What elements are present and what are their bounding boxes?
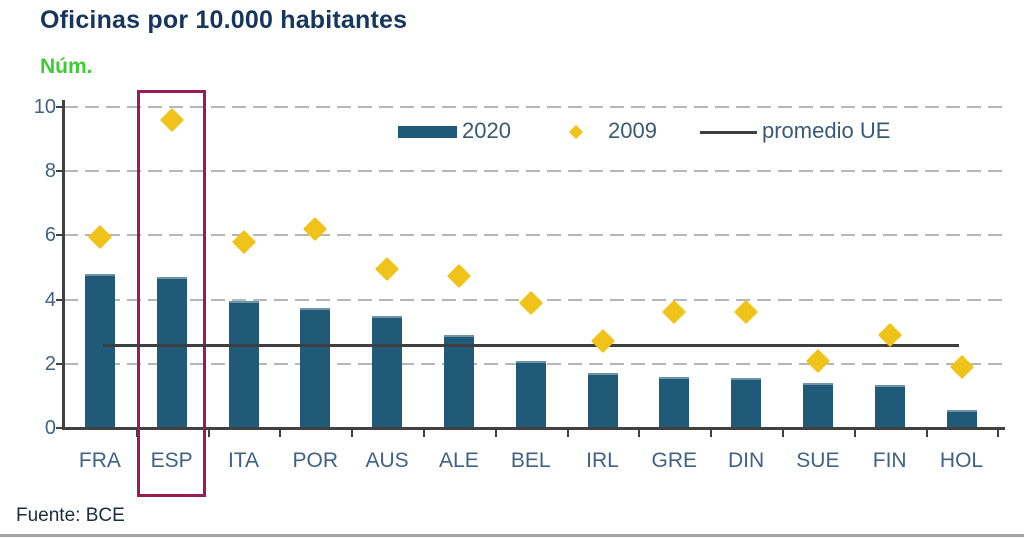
bar-GRE: [659, 376, 690, 427]
diamond-GRE: [662, 300, 687, 325]
y-tick-mark-0: [56, 427, 64, 429]
x-tick-mark-12: [997, 427, 1000, 437]
x-label-FIN: FIN: [872, 449, 907, 472]
gridline-8: [64, 170, 1005, 173]
y-tick-label-6: 6: [44, 224, 56, 247]
bar-ALE: [443, 334, 474, 427]
x-tick-mark-1: [207, 427, 210, 437]
bar-POR: [300, 307, 331, 427]
y-tick-label-0: 0: [44, 417, 56, 439]
bar-SUE: [802, 383, 833, 427]
x-tick-mark-6: [566, 427, 569, 437]
y-tick-label-4: 4: [44, 288, 56, 311]
x-tick-mark-11: [925, 427, 928, 437]
x-label-POR: POR: [292, 449, 339, 472]
y-tick-label-8: 8: [44, 160, 56, 183]
bar-ESP: [156, 277, 187, 427]
diamond-HOL: [949, 354, 974, 380]
x-tick-mark-2: [279, 427, 282, 437]
diamond-IRL: [590, 329, 615, 354]
diamond-AUS: [375, 257, 400, 282]
bar-IRL: [587, 373, 618, 427]
x-axis-line: [62, 427, 1005, 430]
diamond-POR: [303, 216, 328, 241]
x-tick-mark-10: [853, 427, 856, 437]
y-tick-mark-4: [56, 298, 64, 301]
x-label-SUE: SUE: [796, 449, 840, 472]
x-tick-mark-8: [710, 427, 713, 437]
x-tick-mark-7: [638, 427, 641, 437]
diamond-ITA: [231, 229, 256, 254]
bottom-divider: [0, 534, 1024, 537]
y-axis-unit-label: Núm.: [40, 55, 93, 78]
bar-AUS: [372, 315, 403, 427]
x-label-AUS: AUS: [365, 449, 409, 472]
gridline-10: [64, 106, 1005, 108]
x-tick-mark-4: [423, 427, 425, 437]
x-label-ALE: ALE: [439, 449, 479, 472]
chart-title: Oficinas por 10.000 habitantes: [40, 6, 408, 34]
x-label-GRE: GRE: [651, 449, 698, 472]
x-label-IRL: IRL: [586, 449, 619, 472]
source-note: Fuente: BCE: [16, 505, 125, 526]
legend-avg-line-swatch: [700, 131, 757, 134]
diamond-FRA: [87, 224, 112, 250]
x-label-FRA: FRA: [78, 449, 121, 472]
y-tick-mark-6: [56, 234, 64, 237]
x-label-DIN: DIN: [728, 449, 765, 472]
legend-avg-label: promedio UE: [762, 118, 891, 143]
bar-DIN: [731, 378, 762, 427]
x-label-ESP: ESP: [150, 449, 193, 472]
x-label-ITA: ITA: [227, 449, 260, 472]
diamond-DIN: [734, 300, 759, 325]
eu-average-line: [102, 343, 960, 347]
y-tick-mark-8: [56, 170, 64, 173]
bar-FRA: [84, 273, 115, 427]
diamond-SUE: [805, 348, 830, 373]
diamond-BEL: [518, 290, 543, 315]
x-tick-mark-5: [494, 427, 497, 437]
bar-ITA: [228, 301, 259, 427]
gridline-6: [64, 234, 1005, 237]
y-axis-line: [62, 100, 65, 430]
legend-2009-label: 2009: [608, 118, 657, 143]
y-tick-label-2: 2: [44, 352, 56, 375]
legend-2020-label: 2020: [462, 118, 511, 143]
bar-HOL: [946, 410, 977, 427]
legend-2020-bar-swatch: [398, 126, 457, 138]
y-tick-mark-10: [56, 106, 64, 108]
x-label-BEL: BEL: [510, 449, 551, 472]
x-tick-mark-9: [782, 427, 784, 437]
bar-BEL: [515, 360, 546, 427]
x-label-HOL: HOL: [939, 449, 984, 472]
highlight-box-ESP: [137, 90, 207, 497]
bar-FIN: [874, 384, 905, 427]
y-tick-label-10: 10: [33, 96, 56, 118]
x-tick-mark-0: [135, 427, 138, 437]
y-tick-mark-2: [56, 362, 64, 365]
diamond-ALE: [446, 263, 471, 288]
x-tick-mark-3: [351, 427, 354, 437]
